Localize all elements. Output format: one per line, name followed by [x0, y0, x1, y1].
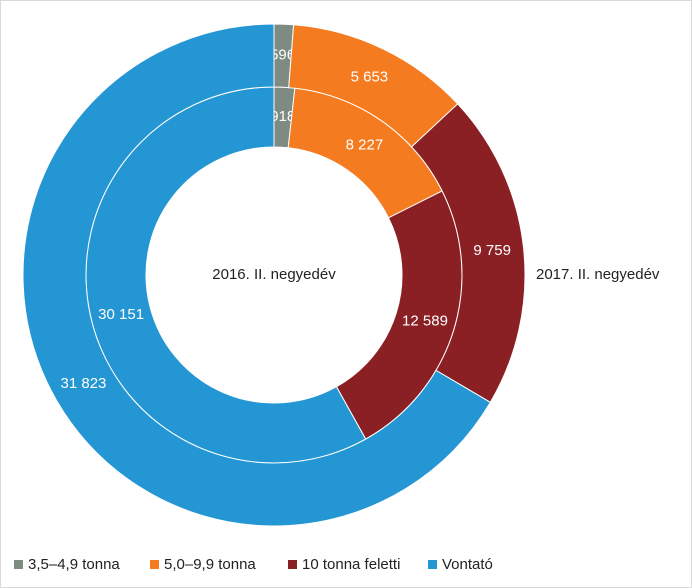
value-label: 5 653	[351, 68, 389, 85]
donut-segment	[22, 23, 491, 527]
legend-marker	[428, 560, 437, 569]
value-label: 596	[270, 47, 295, 64]
value-label: 12 589	[402, 312, 448, 329]
value-label: 30 151	[98, 306, 144, 323]
value-label: 8 227	[346, 136, 384, 153]
value-label: 31 823	[61, 375, 107, 392]
legend-label: Vontató	[442, 556, 493, 573]
series-label: 2017. II. negyedév	[536, 266, 660, 283]
legend-label: 3,5–4,9 tonna	[28, 556, 120, 573]
legend-marker	[150, 560, 159, 569]
series-label: 2016. II. negyedév	[212, 266, 336, 283]
legend-label: 5,0–9,9 tonna	[164, 556, 256, 573]
legend-marker	[288, 560, 297, 569]
value-label: 9 759	[473, 242, 511, 259]
legend-label: 10 tonna feletti	[302, 556, 400, 573]
legend-marker	[14, 560, 23, 569]
value-label: 918	[270, 108, 295, 125]
